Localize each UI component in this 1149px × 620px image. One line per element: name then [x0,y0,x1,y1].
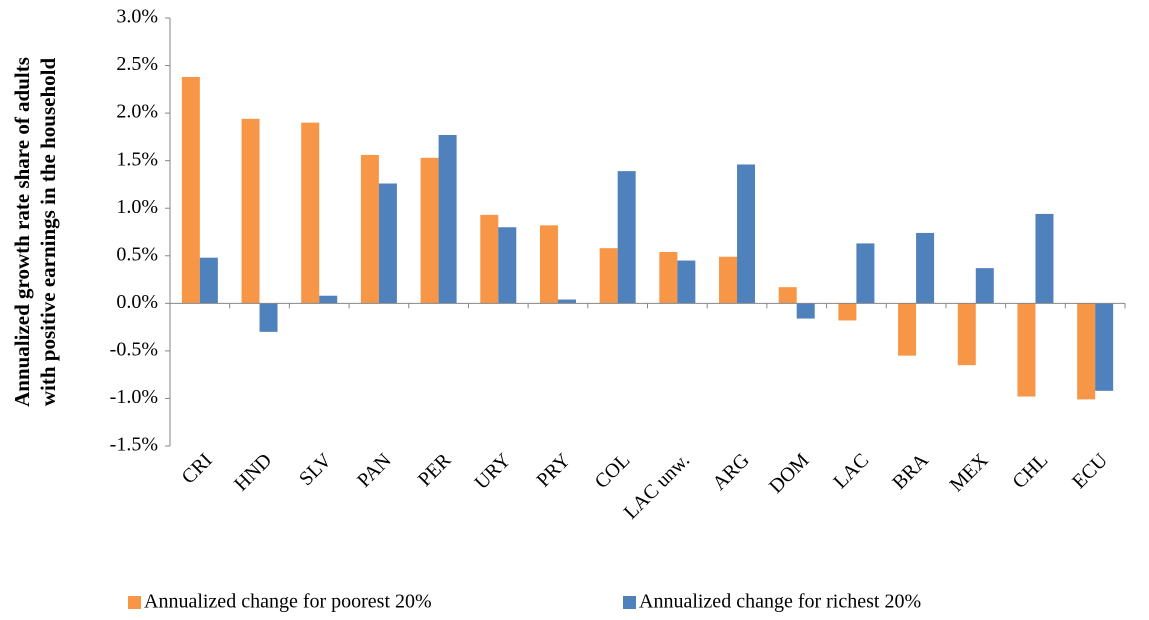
bar [301,122,320,304]
x-tick-label: LAC unw. [620,449,694,523]
legend-label: Annualized change for richest 20% [639,591,921,613]
x-tick-label: BRA [888,449,933,494]
bar [617,171,636,304]
bar [975,268,994,304]
bar [916,232,935,304]
bar [539,225,558,304]
legend-swatch [623,596,636,609]
x-tick-label: MEX [946,449,993,496]
bar [796,303,815,319]
bar [378,183,397,304]
legend-swatch [128,596,141,609]
bar [480,214,499,304]
bar [1095,303,1114,391]
bar [1035,213,1054,304]
y-tick-label: -1.5% [110,434,158,456]
legend-label: Annualized change for poorest 20% [144,591,432,613]
x-tick-label: PRY [532,449,574,491]
bar [838,303,857,321]
x-tick-label: URY [470,449,515,494]
bar [420,157,439,304]
x-tick-label: CHL [1008,449,1052,493]
bar [677,260,696,304]
y-tick-label: 1.0% [116,196,158,218]
bar [778,287,797,304]
bar [1017,303,1036,397]
bar [719,256,738,304]
y-axis-title: with positive earnings in the household [36,58,60,407]
bar [498,227,517,304]
bar [557,299,576,304]
bar [599,248,618,304]
bar [181,76,200,304]
x-tick-label: LAC [829,449,873,493]
bar [856,243,875,304]
y-tick-label: -0.5% [110,338,158,360]
bar [360,154,379,304]
x-tick-label: PER [414,449,456,491]
bar [957,303,976,366]
bar [259,303,278,332]
x-tick-label: ARG [708,449,753,494]
x-tick-label: DOM [765,449,814,498]
x-tick-label: PAN [353,449,396,492]
x-tick-label: HND [230,449,276,495]
y-tick-label: 0.0% [116,291,158,313]
bar [737,164,756,304]
bar [199,257,218,304]
y-axis-title: Annualized growth rate share of adults [10,57,34,407]
y-tick-label: 1.5% [116,148,158,170]
bar [241,118,260,304]
bar [898,303,917,356]
bar [1077,303,1096,400]
bar [319,295,338,304]
y-tick-label: 3.0% [116,6,158,28]
x-tick-label: CRI [177,449,216,488]
bar [438,134,457,304]
y-tick-label: -1.0% [110,386,158,408]
x-tick-label: SLV [295,449,336,490]
x-tick-label: ECU [1068,449,1112,493]
y-tick-label: 2.5% [116,53,158,75]
y-tick-label: 0.5% [116,243,158,265]
y-tick-label: 2.0% [116,101,158,123]
bar [659,251,678,304]
x-tick-label: COL [591,449,635,493]
